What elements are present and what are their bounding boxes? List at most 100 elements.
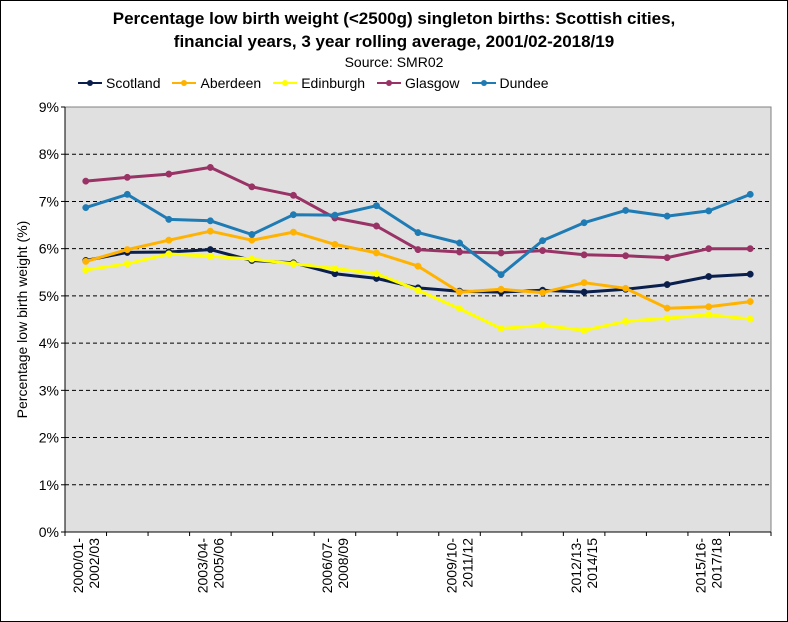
data-point-aberdeen	[663, 304, 671, 312]
data-point-aberdeen	[580, 279, 588, 287]
data-point-glasgow	[289, 191, 297, 199]
data-point-aberdeen	[206, 227, 214, 235]
x-tick-label: 2000/01-	[70, 538, 86, 594]
data-point-aberdeen	[123, 246, 131, 254]
data-point-scotland	[663, 281, 671, 289]
data-point-edinburgh	[622, 317, 630, 325]
data-point-dundee	[414, 229, 422, 237]
legend-label-glasgow: Glasgow	[405, 75, 460, 91]
data-point-glasgow	[622, 252, 630, 260]
data-point-dundee	[373, 202, 380, 210]
legend-item-edinburgh: Edinburgh	[273, 75, 365, 91]
data-point-edinburgh	[746, 315, 754, 323]
data-point-edinburgh	[414, 286, 422, 294]
data-point-edinburgh	[705, 311, 713, 319]
data-point-glasgow	[497, 249, 505, 257]
data-point-scotland	[580, 288, 588, 296]
x-tick-label: 2011/12	[460, 538, 476, 588]
data-point-dundee	[622, 206, 630, 214]
data-point-glasgow	[705, 245, 713, 253]
x-tick-label: 2014/15	[584, 538, 600, 589]
y-tick-label: 7%	[39, 193, 59, 209]
x-tick-label: 2008/09	[335, 538, 351, 589]
data-point-aberdeen	[165, 236, 173, 244]
y-tick-label: 0%	[39, 524, 59, 540]
data-point-dundee	[663, 212, 671, 220]
data-point-edinburgh	[165, 250, 173, 258]
data-point-aberdeen	[539, 289, 547, 297]
y-tick-label: 2%	[39, 430, 59, 446]
chart-title-line1: Percentage low birth weight (<2500g) sin…	[112, 9, 676, 28]
y-tick-label: 8%	[39, 146, 59, 162]
legend-swatch-aberdeen	[172, 78, 197, 88]
data-point-scotland	[705, 273, 713, 280]
data-point-aberdeen	[289, 228, 297, 236]
data-point-dundee	[497, 271, 505, 279]
data-point-dundee	[206, 217, 214, 225]
data-point-aberdeen	[331, 240, 339, 248]
data-point-edinburgh	[497, 325, 505, 332]
legend-label-dundee: Dundee	[499, 75, 549, 91]
x-tick-label: 2006/07-	[319, 538, 335, 594]
data-point-glasgow	[746, 245, 754, 253]
data-point-dundee	[705, 207, 713, 215]
data-point-edinburgh	[123, 260, 131, 268]
data-point-glasgow	[248, 183, 256, 191]
x-tick-label: 2012/13-	[568, 538, 584, 594]
legend-swatch-dundee	[471, 78, 496, 88]
data-point-edinburgh	[289, 260, 297, 268]
data-point-edinburgh	[82, 266, 90, 274]
legend-item-glasgow: Glasgow	[377, 75, 460, 91]
data-point-dundee	[331, 211, 339, 219]
y-tick-label: 3%	[39, 382, 59, 398]
legend-item-dundee: Dundee	[471, 75, 549, 91]
legend-label-aberdeen: Aberdeen	[200, 75, 262, 91]
data-point-aberdeen	[456, 288, 463, 296]
data-point-aberdeen	[82, 257, 90, 265]
y-tick-label: 4%	[39, 335, 59, 351]
x-tick-label: 2005/06	[210, 538, 226, 589]
data-point-aberdeen	[497, 285, 505, 293]
data-point-scotland	[206, 246, 214, 254]
data-point-aberdeen	[705, 303, 713, 311]
legend-label-scotland: Scotland	[106, 75, 161, 91]
data-point-aberdeen	[414, 262, 422, 270]
x-tick-label: 2009/10-	[444, 538, 460, 594]
data-point-edinburgh	[373, 270, 380, 278]
data-point-glasgow	[539, 247, 547, 255]
data-point-edinburgh	[206, 252, 214, 260]
y-tick-label: 1%	[39, 477, 59, 493]
data-point-glasgow	[165, 170, 173, 178]
data-point-glasgow	[373, 222, 380, 230]
data-point-dundee	[248, 231, 256, 238]
data-point-dundee	[580, 219, 588, 227]
data-point-edinburgh	[248, 255, 256, 263]
data-point-dundee	[539, 237, 547, 245]
x-tick-label: 2003/04-	[194, 538, 210, 594]
chart-title-line2: financial years, 3 year rolling average,…	[173, 32, 615, 51]
data-point-dundee	[123, 190, 131, 198]
y-tick-label: 9%	[39, 99, 59, 115]
data-point-dundee	[289, 211, 297, 219]
data-point-dundee	[165, 215, 173, 223]
legend: Scotland Aberdeen Edinburgh Glasgow Dund…	[78, 74, 561, 92]
data-point-glasgow	[206, 163, 214, 171]
y-tick-label: 5%	[39, 288, 59, 304]
x-tick-label: 2015/16-	[693, 538, 709, 594]
y-tick-label: 6%	[39, 241, 59, 257]
legend-swatch-edinburgh	[273, 78, 298, 88]
data-point-glasgow	[456, 248, 463, 256]
x-tick-label: 2002/03	[86, 538, 102, 589]
data-point-aberdeen	[373, 249, 380, 257]
data-point-dundee	[456, 239, 463, 247]
data-point-glasgow	[580, 251, 588, 259]
data-point-glasgow	[414, 246, 422, 254]
data-point-dundee	[746, 190, 754, 198]
legend-swatch-glasgow	[377, 78, 402, 88]
y-axis-title: Percentage low birth weight (%)	[14, 221, 30, 419]
x-tick-label: 2017/18	[709, 538, 725, 589]
data-point-aberdeen	[622, 284, 630, 292]
data-point-glasgow	[663, 254, 671, 262]
data-point-glasgow	[123, 173, 131, 181]
